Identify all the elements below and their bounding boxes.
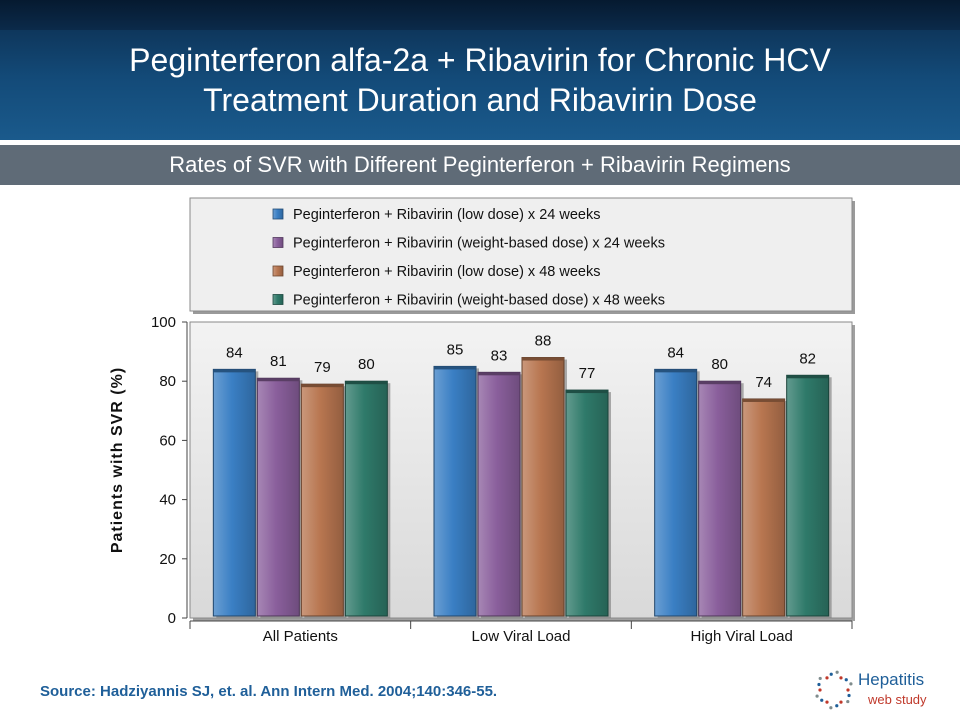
logo-dot (818, 688, 822, 692)
logo-dot (825, 700, 829, 704)
legend-label: Peginterferon + Ribavirin (weight-based … (293, 293, 665, 309)
y-tick-label: 60 (159, 432, 176, 449)
legend-box (189, 197, 853, 312)
bar-top-edge (478, 372, 520, 376)
logo-subtext: web study (868, 692, 927, 707)
data-label: 74 (755, 374, 772, 391)
x-tick-label: All Patients (263, 628, 338, 645)
logo-dot (818, 676, 822, 681)
bar (698, 380, 742, 617)
logo-dot (849, 682, 853, 686)
hepatitis-logo: Hepatitis web study (812, 668, 952, 714)
y-tick-label: 20 (159, 551, 176, 568)
bar (433, 365, 477, 617)
legend-label: Peginterferon + Ribavirin (low dose) x 4… (293, 264, 600, 280)
data-label: 81 (270, 353, 287, 370)
bar (344, 380, 388, 617)
bar (654, 368, 698, 617)
logo-dot (835, 670, 839, 674)
header-top-strip (0, 0, 960, 30)
logo-dot (820, 698, 824, 702)
bar (742, 398, 786, 617)
logo-dot (817, 682, 821, 687)
bar-top-edge (742, 398, 785, 402)
chart-subtitle: Rates of SVR with Different Peginterfero… (169, 152, 791, 177)
bar-top-edge (786, 375, 829, 379)
bar (786, 374, 830, 617)
legend-swatch (272, 265, 284, 277)
bar (300, 383, 344, 617)
y-tick-label: 80 (159, 373, 176, 390)
logo-dot (847, 693, 851, 698)
bar (212, 368, 256, 617)
data-label: 84 (226, 344, 243, 361)
source-citation: Source: Hadziyannis SJ, et. al. Ann Inte… (40, 683, 498, 700)
bar-top-edge (301, 384, 344, 388)
title-line-2: Treatment Duration and Ribavirin Dose (203, 82, 757, 118)
logo-dot (844, 678, 848, 682)
logo-dot (839, 700, 843, 704)
bar-top-edge (654, 369, 697, 373)
data-label: 80 (358, 356, 375, 373)
data-label: 83 (491, 347, 508, 364)
bar-top-edge (522, 357, 564, 361)
logo-dot (835, 704, 839, 708)
bar-top-edge (566, 390, 608, 394)
data-label: 84 (667, 344, 684, 361)
data-label: 85 (447, 341, 464, 358)
page-title: Peginterferon alfa-2a + Ribavirin for Ch… (0, 40, 960, 120)
logo-word: Hepatitis (858, 670, 925, 689)
legend-swatch (272, 294, 284, 305)
data-label: 88 (535, 333, 552, 350)
bar-top-edge (257, 378, 300, 382)
y-tick-label: 0 (168, 610, 176, 627)
dotted-circle-icon (815, 670, 853, 710)
bar-top-edge (434, 366, 476, 370)
title-line-1: Peginterferon alfa-2a + Ribavirin for Ch… (129, 42, 831, 78)
y-tick-label: 40 (159, 492, 176, 509)
logo-dot (829, 672, 833, 676)
y-axis-title: Patients with SVR (%) (109, 367, 126, 553)
legend-label: Peginterferon + Ribavirin (weight-based … (293, 236, 665, 252)
logo-dot (846, 699, 850, 704)
bar-top-edge (213, 369, 256, 373)
logo-dot (846, 688, 850, 692)
x-tick-label: Low Viral Load (472, 628, 571, 645)
logo-dot (815, 694, 819, 698)
bar (565, 389, 609, 617)
logo-dot (839, 676, 843, 680)
x-tick-label: High Viral Load (691, 628, 793, 645)
data-label: 80 (711, 356, 728, 373)
bar (477, 371, 521, 617)
legend-label: Peginterferon + Ribavirin (low dose) x 2… (293, 207, 600, 223)
data-label: 82 (799, 350, 816, 367)
bar-top-edge (345, 381, 388, 385)
data-label: 77 (579, 365, 596, 382)
header-banner: Peginterferon alfa-2a + Ribavirin for Ch… (0, 0, 960, 140)
legend-swatch (272, 208, 284, 220)
logo-dot (829, 706, 833, 710)
subtitle-bar: Rates of SVR with Different Peginterfero… (0, 145, 960, 185)
logo-dot (825, 676, 829, 680)
bar (256, 377, 300, 617)
y-tick-label: 100 (151, 314, 176, 331)
legend-swatch (272, 237, 284, 248)
bar (521, 357, 565, 617)
data-label: 79 (314, 359, 331, 376)
bar-top-edge (698, 381, 741, 385)
